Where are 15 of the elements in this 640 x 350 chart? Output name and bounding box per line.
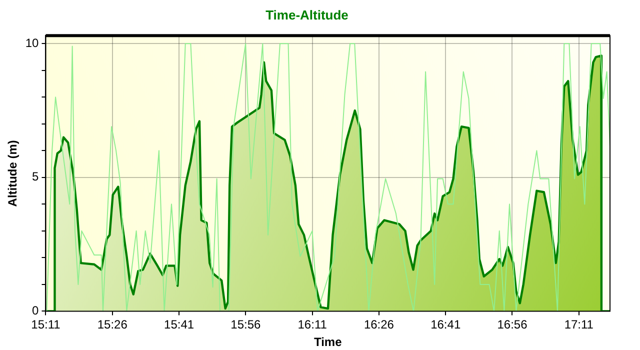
x-tick-label: 16:56	[497, 318, 528, 332]
x-tick-label: 15:41	[164, 318, 194, 332]
y-axis-title: Altitude (m)	[6, 140, 20, 207]
y-tick-label: 10	[25, 36, 40, 50]
y-tick-label: 5	[32, 170, 40, 184]
chart-title: Time-Altitude	[266, 7, 348, 22]
x-axis-title: Time	[314, 335, 342, 350]
x-tick-label: 16:26	[364, 318, 394, 332]
x-tick-label: 15:11	[31, 318, 61, 332]
y-tick-label: 0	[32, 304, 40, 318]
x-tick-label: 17:11	[564, 318, 594, 332]
x-tick-label: 15:26	[97, 318, 128, 332]
x-tick-label: 16:41	[430, 318, 461, 332]
x-tick-label: 16:11	[298, 318, 328, 332]
x-tick-label: 15:56	[230, 318, 262, 332]
